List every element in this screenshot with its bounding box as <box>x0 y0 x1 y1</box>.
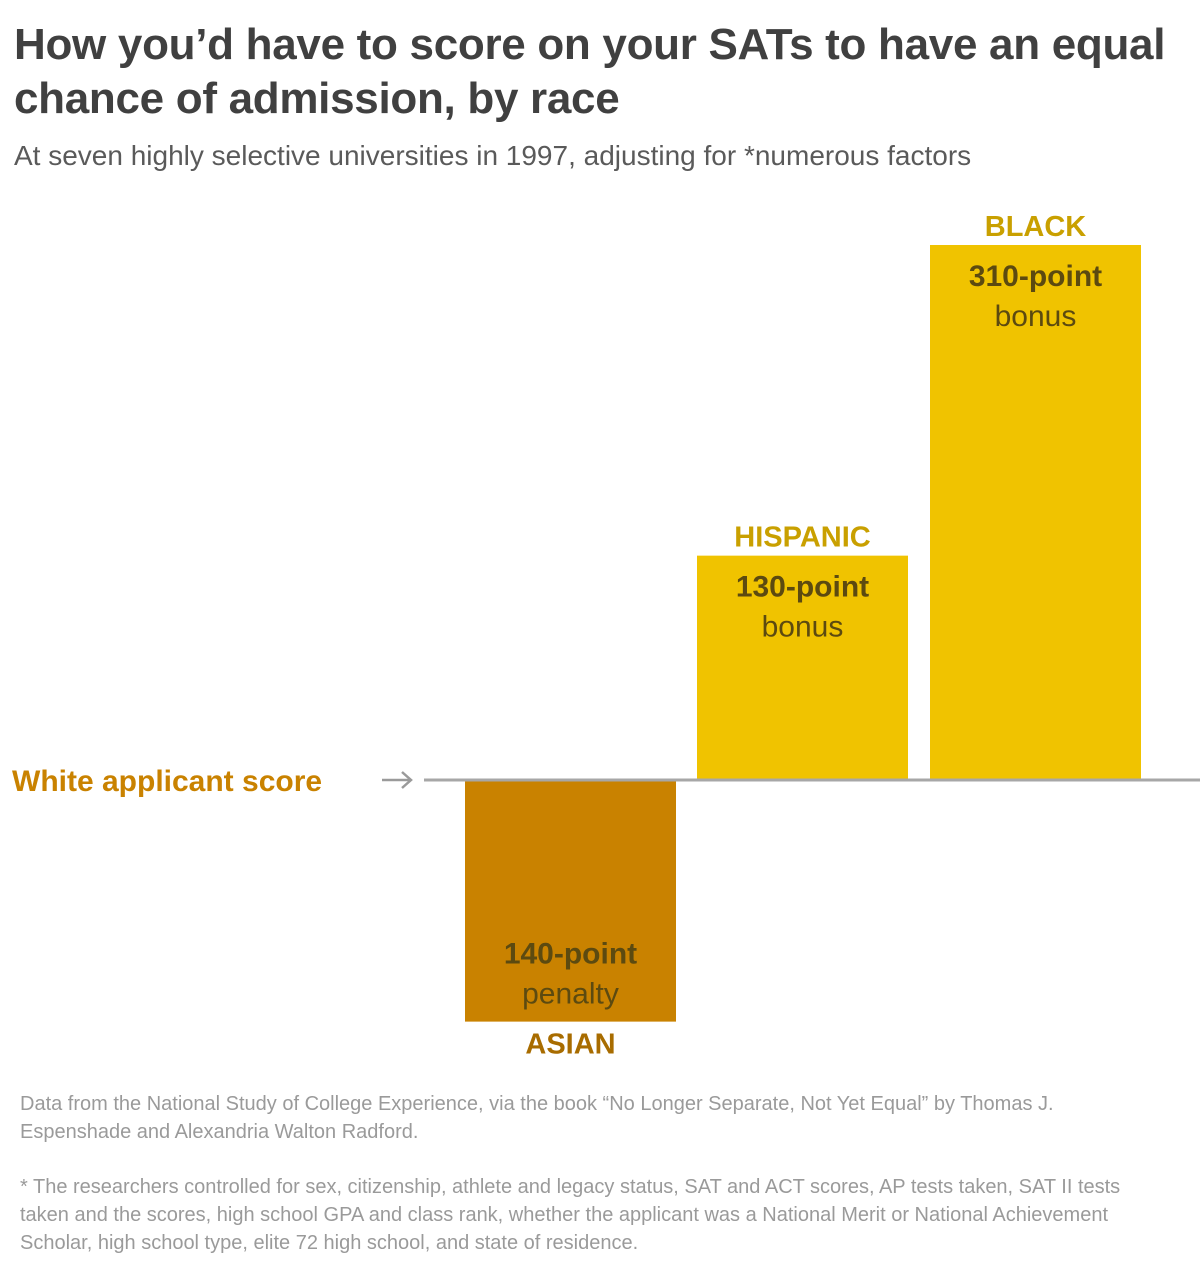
chart-subtitle: At seven highly selective universities i… <box>14 140 972 171</box>
arrow-icon <box>401 771 413 789</box>
category-label-black: BLACK <box>985 211 1087 243</box>
sat-bar-chart: White applicant score 140-point penalty ASI… <box>12 211 1200 1060</box>
chart-title: How you’d have to score on your SATs to … <box>14 20 1166 123</box>
bar-hispanic <box>697 555 908 780</box>
bar-asian <box>465 780 676 1022</box>
category-label-asian: ASIAN <box>525 1029 615 1060</box>
methodology-note: * The researchers controlled for sex, ci… <box>20 1176 1121 1254</box>
bar-black <box>930 245 1141 780</box>
value-amount-asian: 140-point <box>504 938 637 971</box>
value-kind-black: bonus <box>995 300 1077 333</box>
value-amount-hispanic: 130-point <box>736 571 869 604</box>
value-kind-hispanic: bonus <box>762 611 844 644</box>
value-amount-black: 310-point <box>969 260 1102 293</box>
baseline-label: White applicant score <box>12 765 322 798</box>
category-label-hispanic: HISPANIC <box>734 522 870 554</box>
source-note: Data from the National Study of College … <box>20 1093 1054 1143</box>
value-kind-asian: penalty <box>522 978 619 1011</box>
